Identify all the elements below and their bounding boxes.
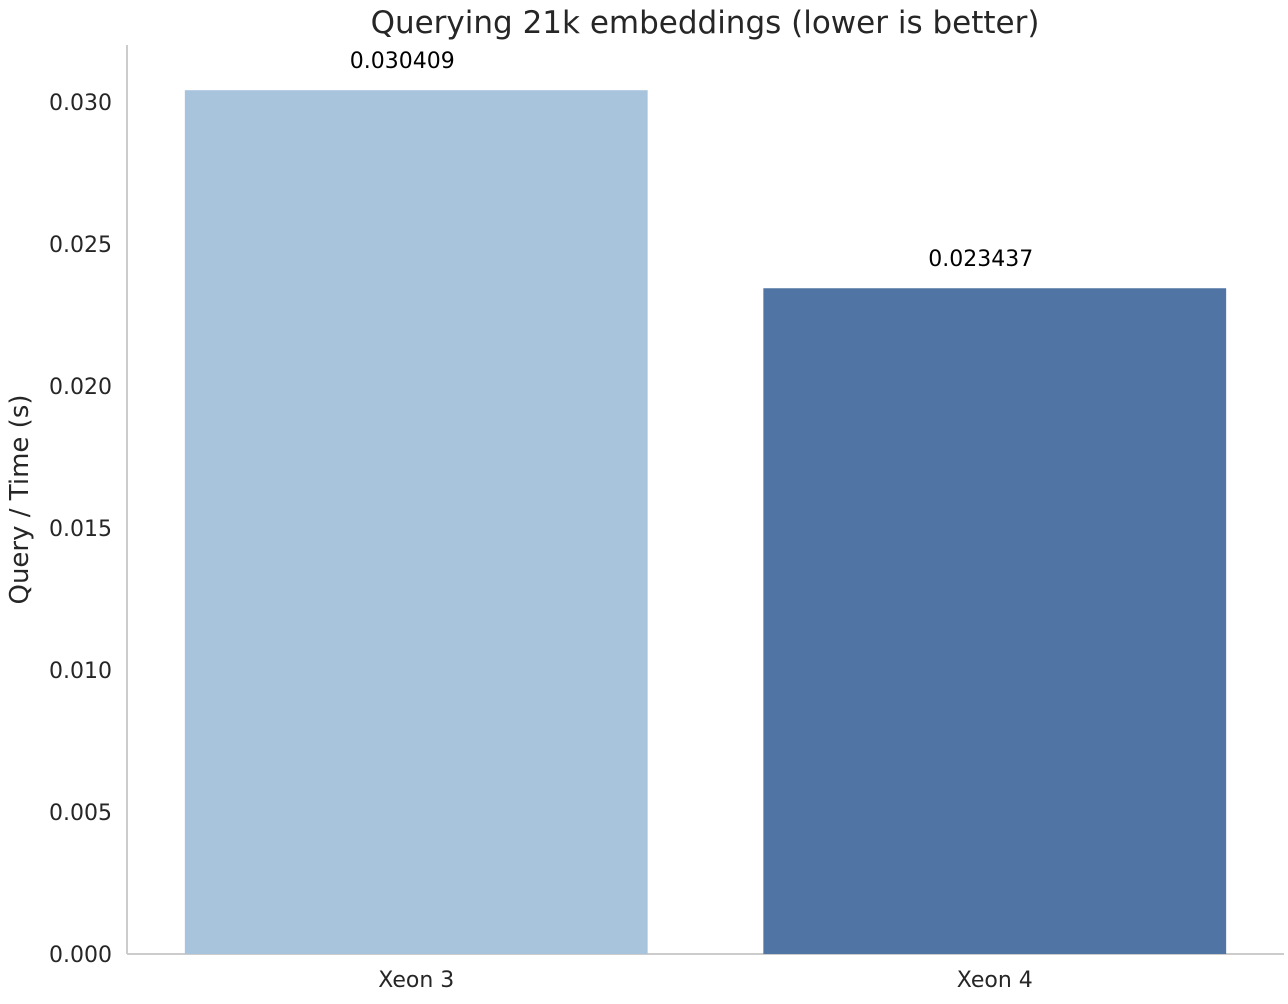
x-tick-labels: Xeon 3 Xeon 4 bbox=[378, 968, 1033, 993]
y-tick-label: 0.025 bbox=[49, 233, 112, 258]
chart-title: Querying 21k embeddings (lower is better… bbox=[371, 5, 1040, 41]
bar bbox=[184, 90, 648, 955]
y-tick-label: 0.015 bbox=[49, 517, 112, 542]
y-tick-label: 0.005 bbox=[49, 801, 112, 826]
y-axis-label: Query / Time (s) bbox=[5, 394, 35, 604]
y-tick-labels: 0.000 0.005 0.010 0.015 0.020 0.025 0.030 bbox=[49, 91, 112, 968]
y-tick-label: 0.030 bbox=[49, 91, 112, 116]
y-tick-label: 0.010 bbox=[49, 659, 112, 684]
x-tick-label: Xeon 3 bbox=[378, 968, 454, 993]
bar bbox=[763, 288, 1227, 955]
bars-group bbox=[184, 90, 1227, 955]
x-tick-label: Xeon 4 bbox=[957, 968, 1033, 993]
data-label: 0.030409 bbox=[350, 49, 455, 74]
y-tick-label: 0.020 bbox=[49, 375, 112, 400]
data-labels: 0.030409 0.023437 bbox=[350, 49, 1033, 272]
data-label: 0.023437 bbox=[928, 247, 1033, 272]
y-tick-label: 0.000 bbox=[49, 943, 112, 968]
